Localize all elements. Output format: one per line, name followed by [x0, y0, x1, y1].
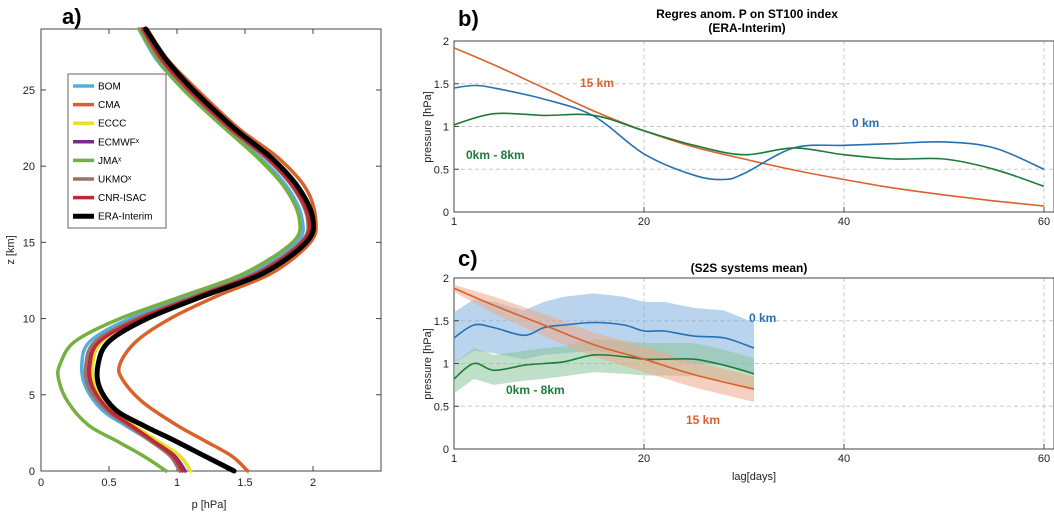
panel-b-annotation-0km: 0 km: [852, 116, 879, 130]
panel-b-label: b): [458, 6, 479, 31]
panel-b-ytick-label: 0: [443, 207, 449, 219]
legend-label-era-interim: ERA-Interim: [98, 212, 152, 223]
panel-a-xtick-label: 1: [174, 477, 180, 489]
series-line-era-interim: [94, 26, 317, 474]
panel-c-xtick-label: 40: [838, 453, 850, 465]
panel-b-ytick-label: 2: [443, 36, 449, 48]
panel-a-frame: [40, 28, 382, 472]
series-band-15-km: [454, 284, 754, 402]
panel-a-legend: BOM CMA ECCC ECMWFˣ JMAˣ UKMOˣ CNR-ISAC ERA-Int…: [67, 73, 167, 229]
series-line-0km-8km: [453, 112, 1045, 188]
panel-a-ytick-label: 15: [23, 237, 35, 249]
legend-label-eccc: ECCC: [98, 119, 126, 130]
panel-b-subtitle: (ERA-Interim): [708, 21, 785, 35]
panel-b-ytick-label: 0.5: [434, 164, 449, 176]
panel-c-xtick-label: 60: [1038, 453, 1050, 465]
panel-a-xtick-label: 2: [310, 477, 316, 489]
panel-c-ytick-label: 2: [443, 273, 449, 285]
panel-c-annotation-0km: 0 km: [749, 311, 776, 325]
legend-box: [67, 73, 167, 229]
panel-c-annotation-15km: 15 km: [686, 413, 720, 427]
panel-c-xtick-label: 20: [638, 453, 650, 465]
panel-b-xtick-label: 1: [451, 216, 457, 228]
series-line-0-km: [453, 84, 1045, 181]
panel-b-series: [453, 47, 1045, 207]
series-line-0km-8km: [453, 353, 755, 380]
panel-c-xtick-label: 1: [451, 453, 457, 465]
series-line-0-km: [453, 321, 755, 349]
panel-c-ytick-label: 0.5: [434, 401, 449, 413]
panel-a-xlabel: p [hPa]: [192, 499, 227, 511]
panel-c-ytick-label: 1.5: [434, 316, 449, 328]
panel-b-xtick-label: 20: [638, 216, 650, 228]
panel-c-ytick-label: 0: [443, 444, 449, 456]
panel-b-ytick-label: 1.5: [434, 79, 449, 91]
series-band-0km-8km: [454, 339, 754, 394]
panel-a-xtick-label: 1.5: [237, 477, 252, 489]
panel-c-ytick-label: 1: [443, 359, 449, 371]
panel-b-xtick-label: 60: [1038, 216, 1050, 228]
legend-label-cnr-isac: CNR-ISAC: [98, 193, 146, 204]
panel-a-series: [56, 26, 318, 474]
legend-label-bom: BOM: [98, 82, 121, 93]
panel-a-label: a): [62, 4, 82, 29]
panel-b-ytick-label: 1: [443, 122, 449, 134]
panel-a-ytick-label: 25: [23, 85, 35, 97]
legend-label-jma: JMAˣ: [98, 156, 122, 167]
panel-a-ytick-label: 20: [23, 161, 35, 173]
panel-c-bands: [454, 284, 754, 402]
panel-c-series: [453, 287, 755, 390]
panel-a-ytick-label: 0: [29, 466, 35, 478]
panel-a-ylabel: z [km]: [5, 235, 17, 264]
panel-b-xtick-label: 40: [838, 216, 850, 228]
panel-c-ylabel: pressure [hPa]: [422, 328, 434, 400]
panel-c-xlabel: lag[days]: [732, 471, 776, 483]
legend-label-ecmwf: ECMWFˣ: [98, 137, 140, 148]
legend-label-cma: CMA: [98, 100, 121, 111]
panel-b-title: Regres anom. P on ST100 index: [656, 7, 838, 21]
legend-label-ukmo: UKMOˣ: [98, 175, 132, 186]
panel-a-xtick-label: 0: [38, 477, 44, 489]
series-line-jma: [56, 27, 302, 473]
panel-a-ytick-label: 5: [29, 390, 35, 402]
panel-b-annotation-15km: 15 km: [580, 76, 614, 90]
panel-b-ylabel: pressure [hPa]: [422, 91, 434, 163]
panel-b-frame: [453, 40, 1054, 213]
panel-c-annotation-0-8km: 0km - 8km: [506, 383, 565, 397]
panel-c-label: c): [458, 246, 478, 271]
panel-b-annotation-0-8km: 0km - 8km: [466, 148, 525, 162]
panel-b-ticks: 1 20 40 60 0 0.5 1 1.5 2: [434, 36, 1050, 228]
panel-c-title: (S2S systems mean): [691, 261, 808, 275]
series-line-15-km: [453, 287, 755, 390]
series-line-cma: [116, 27, 318, 473]
panel-a-ytick-label: 10: [23, 314, 35, 326]
panel-a-xtick-label: 0.5: [101, 477, 116, 489]
panel-b-grid: [454, 41, 1054, 212]
series-line-15-km: [453, 47, 1045, 207]
panel-c-ticks: 1 20 40 60 0 0.5 1 1.5 2: [434, 273, 1050, 465]
